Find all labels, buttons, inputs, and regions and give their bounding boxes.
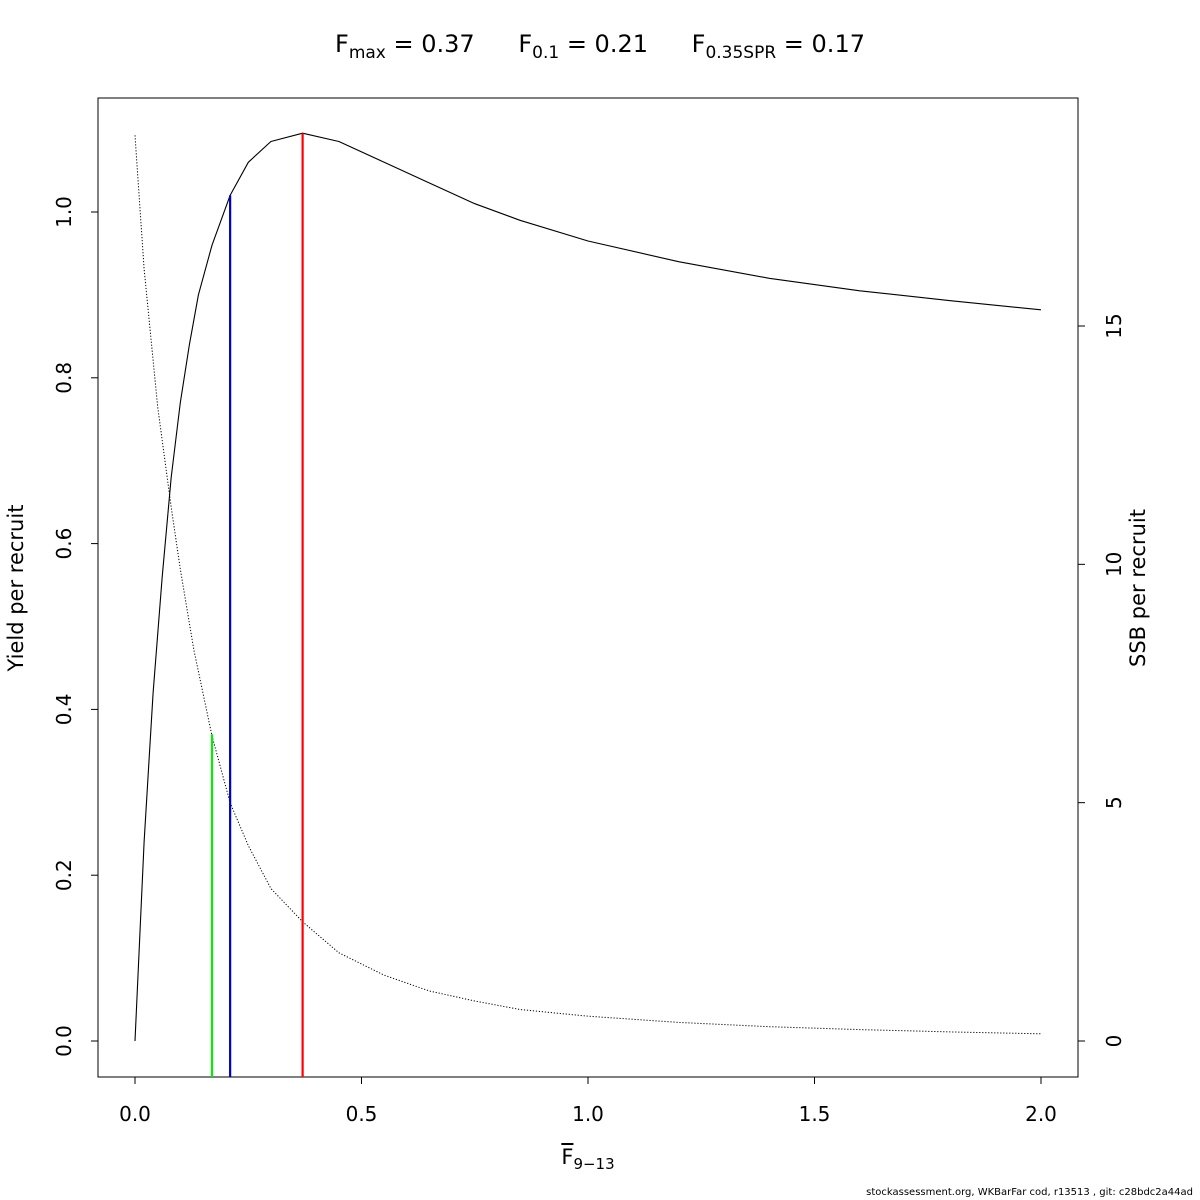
y-tick-label: 0.6	[52, 528, 76, 560]
x-tick-label: 1.0	[572, 1102, 604, 1126]
y2-axis-label: SSB per recruit	[1126, 509, 1150, 667]
reference-lines	[210, 133, 304, 1077]
x-tick-label: 2.0	[1025, 1102, 1057, 1126]
series-layer	[134, 132, 1042, 1042]
chart-title: Fmax = 0.37 F0.1 = 0.21 F0.35SPR = 0.17	[0, 30, 1200, 63]
y-axis-right: 0 5 10 15	[1077, 313, 1126, 1048]
y-axis-label: Yield per recruit	[4, 504, 28, 672]
x-axis-label: F9−13	[561, 1145, 615, 1173]
footer-credit: stockassessment.org, WKBarFar cod, r1351…	[866, 1187, 1193, 1198]
plot-frame	[97, 97, 1079, 1078]
yield-per-recruit-line	[134, 132, 1042, 1042]
x-tick-label: 1.5	[799, 1102, 831, 1126]
y2-tick-label: 10	[1102, 552, 1126, 577]
y-axis-left: 0.0 0.2 0.4 0.6 0.8 1.0	[52, 196, 99, 1057]
y-tick-label: 0.0	[52, 1025, 76, 1057]
y2-tick-label: 0	[1102, 1035, 1126, 1048]
y-tick-label: 1.0	[52, 196, 76, 228]
title-f035spr: F0.35SPR = 0.17	[691, 30, 865, 63]
title-f01: F0.1 = 0.21	[518, 30, 648, 63]
y-tick-label: 0.8	[52, 362, 76, 394]
title-fmax: Fmax = 0.37	[335, 30, 475, 63]
y2-tick-label: 15	[1102, 313, 1126, 338]
y2-tick-label: 5	[1102, 796, 1126, 809]
ssb-per-recruit-line	[134, 135, 1042, 1035]
x-axis: 0.0 0.5 1.0 1.5 2.0	[119, 1076, 1057, 1126]
y-tick-label: 0.4	[52, 693, 76, 725]
x-tick-label: 0.0	[119, 1102, 151, 1126]
y-tick-label: 0.2	[52, 859, 76, 891]
x-tick-label: 0.5	[346, 1102, 378, 1126]
